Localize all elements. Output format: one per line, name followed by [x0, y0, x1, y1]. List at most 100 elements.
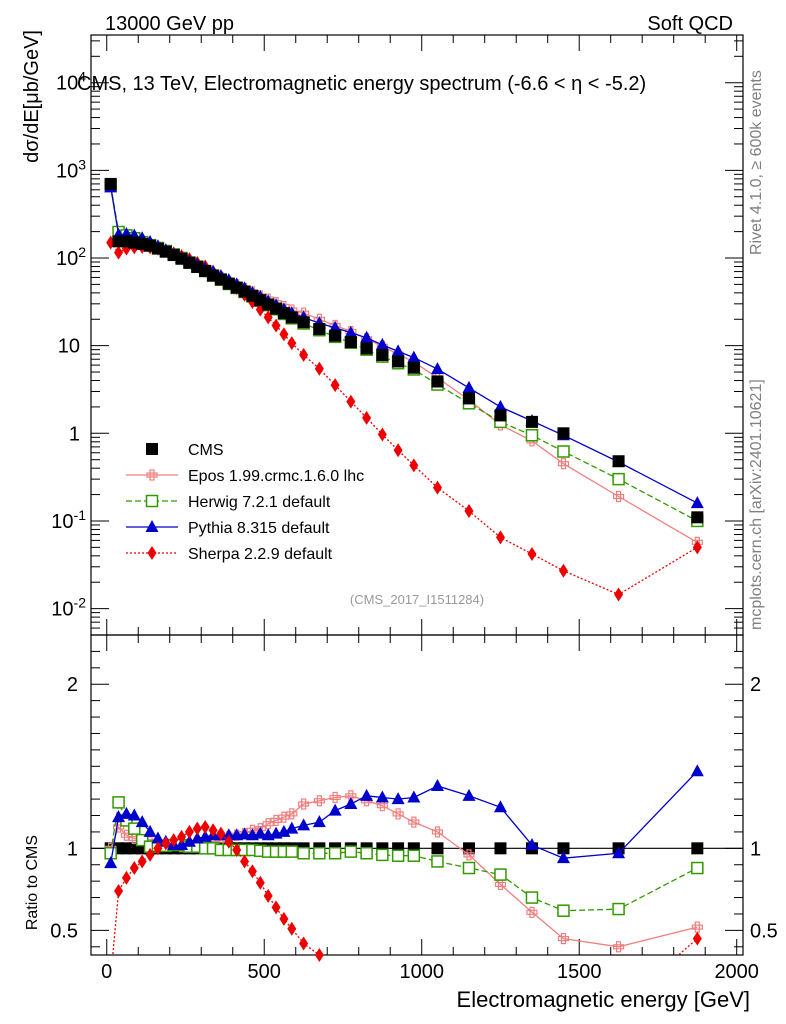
marker-part	[262, 821, 274, 827]
data-point	[692, 540, 702, 555]
data-point	[462, 392, 475, 405]
x-tick-label: 2000	[714, 961, 759, 983]
marker-part	[694, 921, 700, 933]
data-point	[286, 808, 298, 820]
marker-part	[313, 798, 325, 804]
data-point	[329, 329, 342, 342]
data-point	[392, 808, 404, 820]
data-point	[376, 848, 389, 862]
data-point	[329, 791, 341, 804]
data-point	[344, 325, 358, 338]
x-tick-label: 0	[101, 961, 112, 983]
data-point	[525, 891, 539, 904]
data-point	[408, 816, 420, 828]
data-point	[527, 546, 537, 561]
data-point	[313, 795, 325, 807]
marker-part	[612, 493, 625, 500]
marker-part	[329, 794, 341, 801]
legend-marker	[146, 443, 158, 455]
data-point	[612, 455, 625, 468]
legend-marker	[145, 520, 159, 532]
data-point	[557, 904, 570, 917]
data-point	[135, 815, 149, 828]
data-point	[119, 806, 133, 819]
data-point	[494, 868, 507, 881]
data-point	[432, 480, 442, 495]
data-point	[270, 814, 282, 827]
data-point	[462, 788, 476, 801]
data-point	[557, 842, 570, 855]
data-point	[137, 854, 147, 869]
data-point	[161, 836, 171, 851]
ratio-panel: 0 500 1000 1500 2000 0.5 0.5 1 1 2 2 Ratio to CMS	[24, 634, 778, 983]
data-point	[391, 344, 405, 357]
data-point	[525, 429, 539, 442]
data-point	[114, 884, 124, 898]
data-point	[143, 824, 157, 837]
data-point	[376, 349, 389, 362]
data-point	[557, 427, 570, 440]
series-line	[110, 795, 698, 948]
data-point	[691, 921, 703, 933]
data-point	[285, 845, 299, 858]
data-point	[129, 861, 139, 876]
ratio-y-tick-label: 0.5	[50, 920, 78, 942]
marker-part	[466, 849, 472, 861]
data-point	[557, 932, 570, 945]
process-label: Soft QCD	[647, 13, 733, 35]
mcplots-source-label: mcplots.cern.ch [arXiv:2401.10621]	[748, 379, 765, 630]
data-point	[360, 847, 373, 860]
marker-part	[289, 808, 295, 820]
series-cms	[104, 177, 704, 524]
data-point	[692, 931, 702, 946]
marker-part	[278, 814, 290, 820]
marker-part	[615, 941, 622, 953]
data-point	[612, 490, 625, 503]
marker-part	[615, 490, 622, 503]
data-point	[344, 336, 357, 349]
legend-item: CMS	[146, 442, 224, 459]
data-point	[392, 355, 405, 368]
marker-part	[376, 803, 388, 809]
marker-part	[270, 817, 282, 824]
data-point	[431, 375, 444, 388]
marker-part	[557, 461, 570, 467]
data-point	[313, 322, 326, 335]
marker-part	[146, 472, 158, 478]
data-point	[312, 815, 326, 828]
data-point	[407, 361, 420, 374]
data-point	[127, 808, 141, 821]
data-point	[556, 851, 570, 864]
data-point	[612, 472, 625, 486]
data-point	[346, 394, 356, 409]
marker-part	[411, 816, 417, 828]
data-point	[314, 948, 324, 962]
data-point	[463, 849, 475, 861]
ratio-series-epos	[105, 790, 703, 953]
data-point	[431, 826, 444, 838]
data-point	[153, 841, 163, 856]
marker-part	[149, 469, 155, 481]
data-point	[287, 921, 297, 936]
data-point	[407, 790, 421, 803]
data-point	[375, 337, 389, 350]
y-axis-label: dσ/dE[μb/GeV]	[21, 30, 43, 163]
marker-part	[120, 832, 133, 838]
legend-label: Sherpa 2.2.9 default	[188, 546, 333, 563]
data-point	[112, 796, 125, 809]
data-point	[407, 350, 421, 363]
data-point	[393, 443, 403, 458]
data-point	[114, 245, 124, 260]
ratio-y-axis-label: Ratio to CMS	[24, 835, 41, 930]
data-point	[200, 820, 210, 834]
ratio-y-tick-label: 1	[67, 838, 78, 860]
ratio-series-pythia	[104, 764, 704, 869]
ratio-series-group	[104, 764, 704, 962]
data-point	[612, 846, 626, 859]
data-point	[299, 936, 309, 951]
data-point	[216, 826, 226, 841]
data-point	[377, 427, 387, 442]
y-tick-label: 102	[56, 244, 86, 270]
data-point	[104, 856, 118, 869]
